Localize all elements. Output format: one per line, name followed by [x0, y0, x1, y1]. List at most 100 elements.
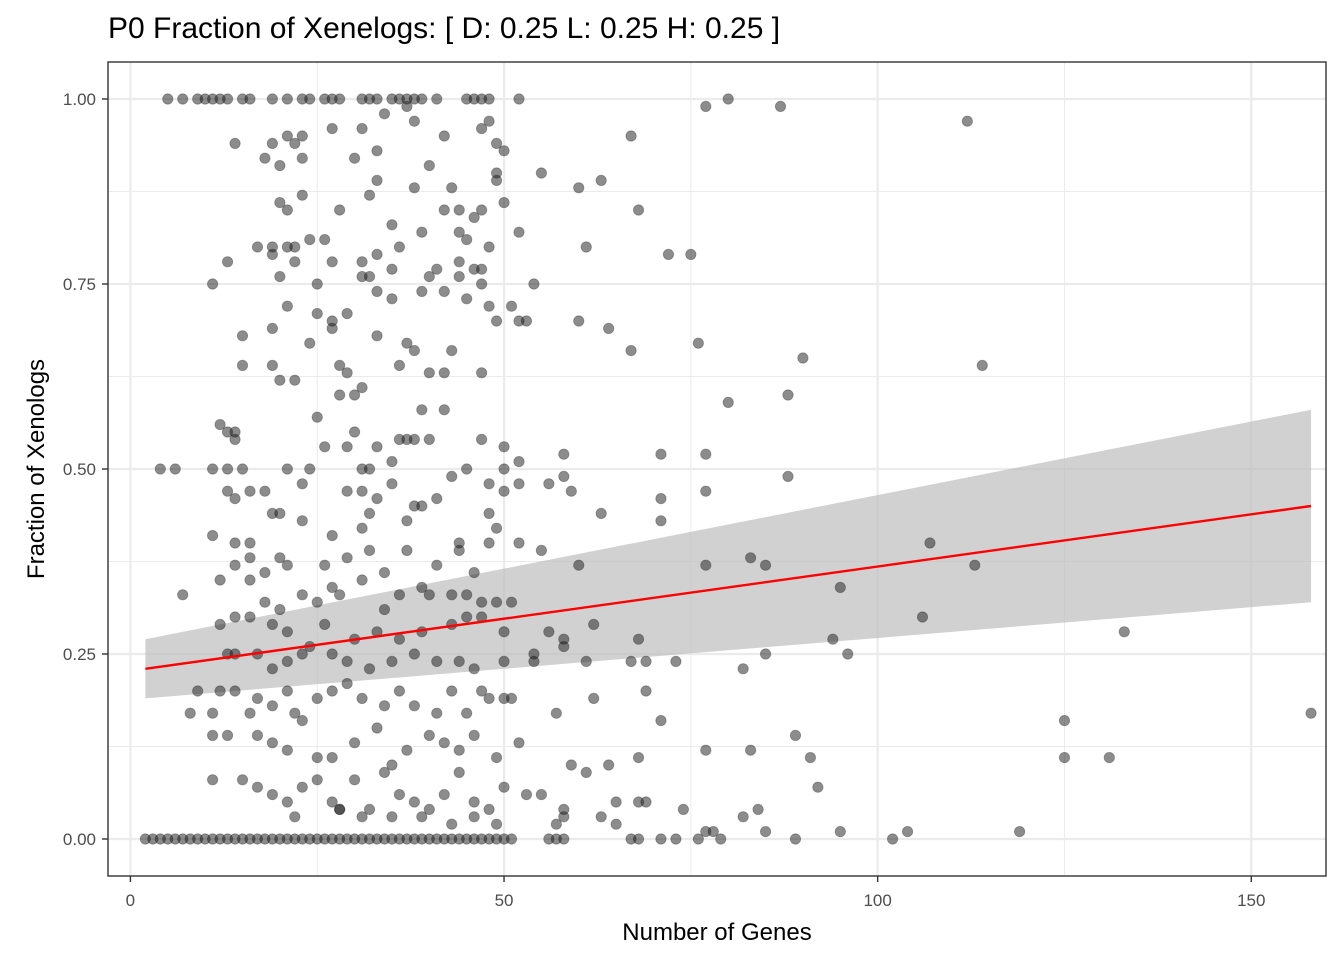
data-point: [177, 93, 189, 105]
data-point: [610, 796, 622, 808]
trend-line-layer: [145, 504, 1312, 670]
data-point: [386, 263, 398, 275]
data-point: [438, 130, 450, 142]
data-point: [281, 744, 293, 756]
data-point: [356, 381, 368, 394]
data-point: [782, 389, 794, 401]
data-point: [378, 108, 391, 120]
data-point: [229, 611, 241, 623]
data-point: [236, 774, 249, 786]
data-point: [969, 559, 981, 571]
data-point: [446, 818, 458, 830]
data-point: [259, 485, 271, 497]
data-point: [289, 374, 301, 386]
data-point: [266, 359, 278, 371]
data-point: [513, 737, 525, 749]
data-point: [431, 492, 443, 505]
data-point: [490, 596, 503, 608]
y-tick-label: 0.00: [63, 830, 96, 849]
data-point: [393, 788, 406, 801]
data-point: [745, 744, 757, 756]
data-point: [393, 685, 406, 697]
data-point: [789, 833, 802, 845]
data-point: [625, 655, 637, 668]
data-point: [251, 781, 264, 793]
data-point: [393, 241, 406, 253]
data-point: [326, 648, 338, 660]
data-point: [341, 441, 353, 453]
data-point: [296, 189, 308, 201]
data-point: [752, 803, 764, 816]
data-point: [348, 389, 361, 401]
data-point: [490, 522, 503, 534]
data-point: [386, 811, 398, 823]
data-point: [371, 285, 383, 297]
data-point: [520, 315, 533, 327]
data-point: [722, 93, 734, 105]
data-point: [1014, 825, 1026, 838]
data-point: [274, 197, 286, 209]
y-tick-label: 0.50: [63, 460, 96, 479]
data-point: [311, 751, 323, 764]
data-point: [438, 285, 450, 297]
data-point: [625, 344, 637, 357]
data-point: [662, 248, 675, 260]
data-point: [289, 137, 301, 149]
data-point: [483, 93, 495, 105]
data-point: [363, 189, 376, 201]
data-point: [259, 596, 271, 608]
data-point: [692, 337, 704, 349]
data-point: [266, 137, 278, 149]
data-point: [632, 751, 645, 764]
data-point: [386, 655, 398, 668]
data-point: [461, 463, 473, 475]
data-point: [334, 359, 346, 371]
data-point: [655, 515, 667, 527]
data-point: [363, 463, 376, 475]
data-point: [326, 123, 338, 135]
data-point: [244, 93, 256, 105]
data-point: [842, 648, 854, 660]
data-point: [371, 441, 383, 453]
data-point: [453, 655, 465, 668]
data-point: [916, 611, 929, 623]
data-point: [707, 825, 719, 838]
data-point: [476, 685, 488, 697]
data-point: [251, 692, 264, 705]
data-point: [251, 729, 264, 742]
data-point: [737, 811, 749, 823]
data-point: [476, 123, 488, 135]
data-point: [700, 485, 712, 497]
data-point: [1103, 751, 1115, 764]
data-point: [274, 160, 286, 172]
data-point: [483, 507, 495, 520]
data-point: [797, 352, 809, 364]
data-point: [490, 818, 503, 830]
data-point: [670, 833, 682, 845]
data-point: [259, 152, 271, 164]
data-point: [573, 559, 585, 571]
data-point: [490, 315, 503, 327]
data-point: [498, 485, 510, 497]
data-point: [468, 811, 480, 823]
data-point: [632, 633, 645, 645]
data-point: [401, 515, 413, 527]
data-point: [281, 796, 293, 808]
data-point: [274, 507, 286, 520]
data-point: [363, 270, 376, 283]
data-point: [229, 685, 241, 697]
data-point: [595, 174, 607, 186]
data-point: [296, 648, 308, 660]
data-point: [655, 833, 667, 845]
data-point: [423, 367, 435, 379]
data-point: [304, 337, 316, 349]
data-point: [505, 596, 518, 608]
data-point: [266, 248, 278, 260]
data-point: [431, 707, 443, 719]
data-point: [416, 811, 428, 823]
data-point: [483, 537, 495, 549]
data-point: [901, 825, 914, 838]
data-point: [244, 537, 256, 549]
data-point: [363, 544, 376, 557]
data-point: [528, 278, 540, 290]
